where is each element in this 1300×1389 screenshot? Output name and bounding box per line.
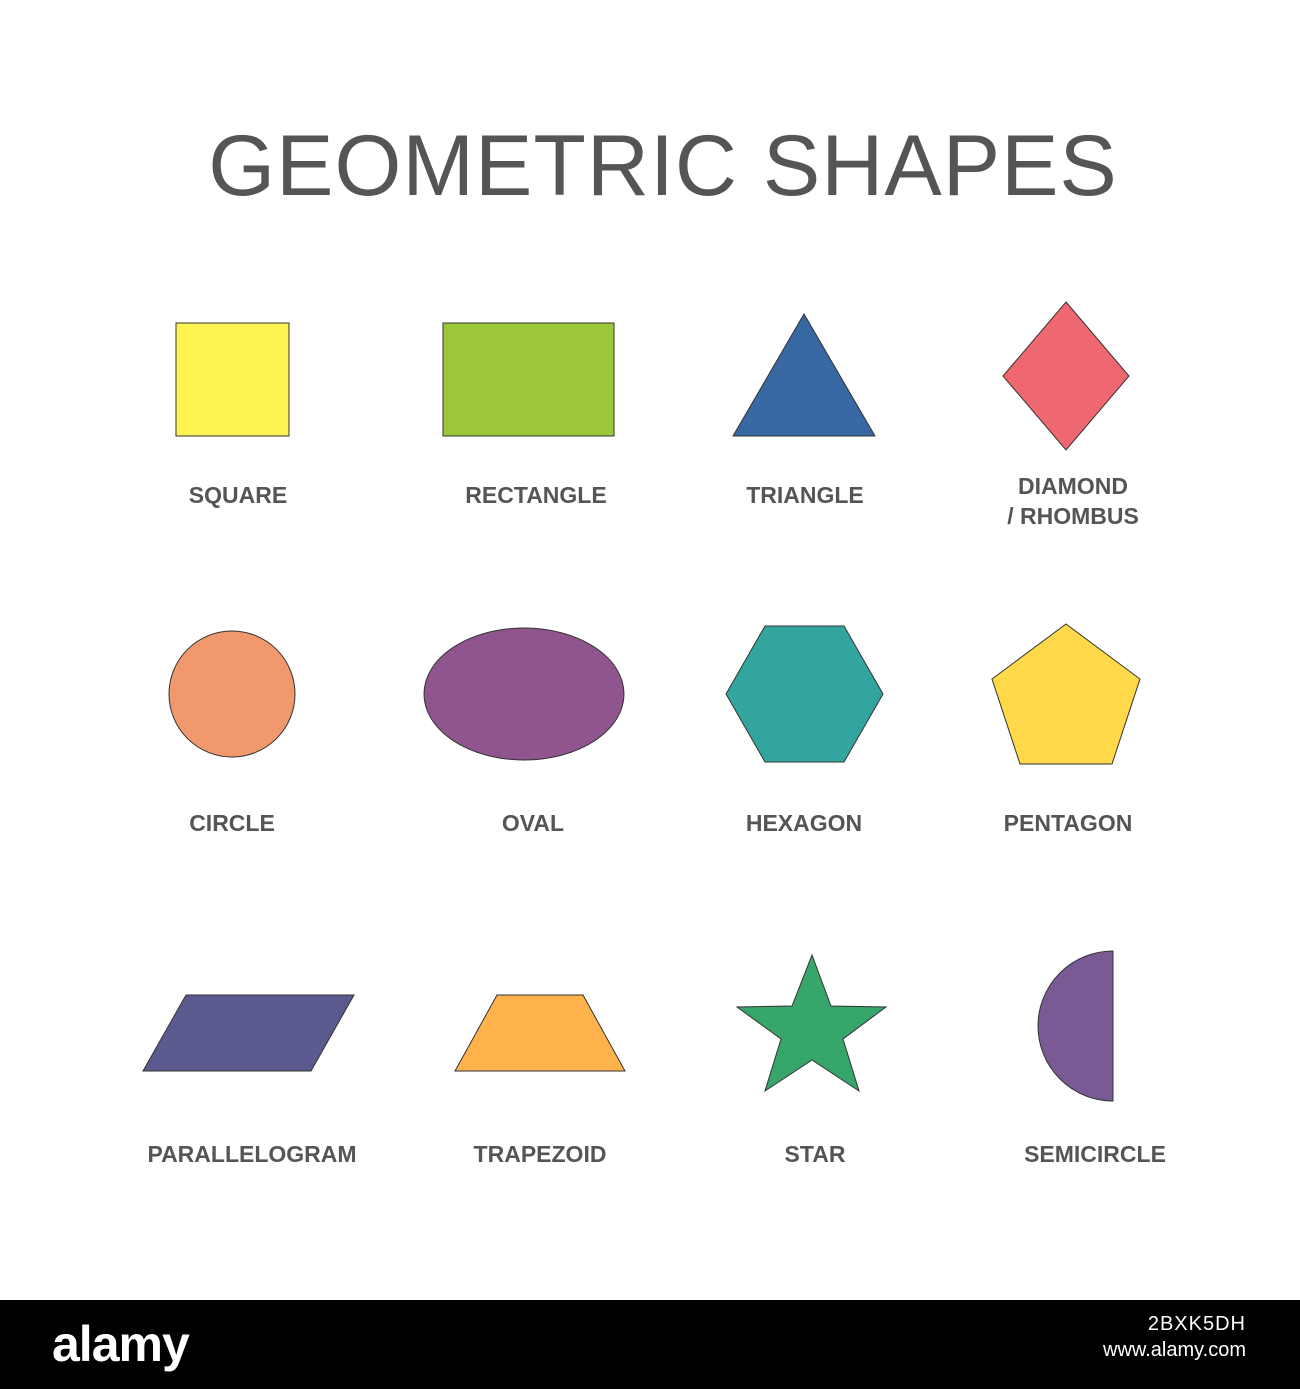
footer-image-id: 2BXK5DH — [1147, 1313, 1246, 1335]
label-oval: OVAL — [502, 808, 564, 838]
label-rectangle: RECTANGLE — [465, 480, 606, 510]
shape-label-line: TRIANGLE — [746, 482, 864, 508]
shape-label-line: HEXAGON — [745, 810, 863, 836]
label-star: STAR — [785, 1139, 846, 1169]
page-title: GEOMETRIC SHAPES — [208, 118, 1118, 214]
label-diamond-rhombus: DIAMOND / RHOMBUS — [1007, 471, 1139, 531]
pentagon-shape — [991, 623, 1141, 765]
shape-label-line: PARALLELOGRAM — [147, 1141, 357, 1167]
shape-label-line: SQUARE — [188, 482, 288, 508]
triangle-shape — [732, 313, 876, 437]
diamond-rhombus-shape — [1002, 301, 1130, 451]
square-shape — [175, 322, 290, 437]
label-pentagon: PENTAGON — [1004, 808, 1133, 838]
label-semicircle: SEMICIRCLE — [1024, 1139, 1166, 1169]
parallelogram-shape — [142, 994, 355, 1072]
label-parallelogram: PARALLELOGRAM — [147, 1139, 356, 1169]
shape-label-line: / RHOMBUS — [1007, 503, 1139, 529]
hexagon-shape — [725, 625, 884, 763]
circle-shape — [168, 630, 296, 758]
label-square: SQUARE — [189, 480, 287, 510]
shape-label-line: PENTAGON — [1003, 810, 1133, 836]
semicircle-shape — [1037, 950, 1114, 1102]
shape-label-line: DIAMOND — [1018, 473, 1128, 499]
footer-site: www.alamy.com — [1103, 1339, 1246, 1361]
label-trapezoid: TRAPEZOID — [474, 1139, 607, 1169]
label-triangle: TRIANGLE — [746, 480, 864, 510]
footer-bar: alamy 2BXK5DH www.alamy.com — [0, 1300, 1300, 1389]
shape-label-line: CIRCLE — [189, 810, 275, 836]
label-circle: CIRCLE — [189, 808, 275, 838]
footer-logo: alamy — [52, 1316, 190, 1372]
star-shape — [735, 953, 888, 1093]
oval-shape — [423, 627, 625, 761]
shape-label-line: STAR — [784, 1141, 846, 1167]
shape-label-line: SEMICIRCLE — [1024, 1141, 1166, 1167]
footer-id-block: 2BXK5DH www.alamy.com — [1103, 1311, 1246, 1363]
shape-label-line: RECTANGLE — [465, 482, 607, 508]
label-hexagon: HEXAGON — [746, 808, 862, 838]
shape-label-line: OVAL — [501, 810, 565, 836]
shapes-canvas — [142, 301, 1141, 1102]
rectangle-shape — [442, 322, 615, 437]
shape-label-line: TRAPEZOID — [473, 1141, 607, 1167]
trapezoid-shape — [454, 994, 626, 1072]
